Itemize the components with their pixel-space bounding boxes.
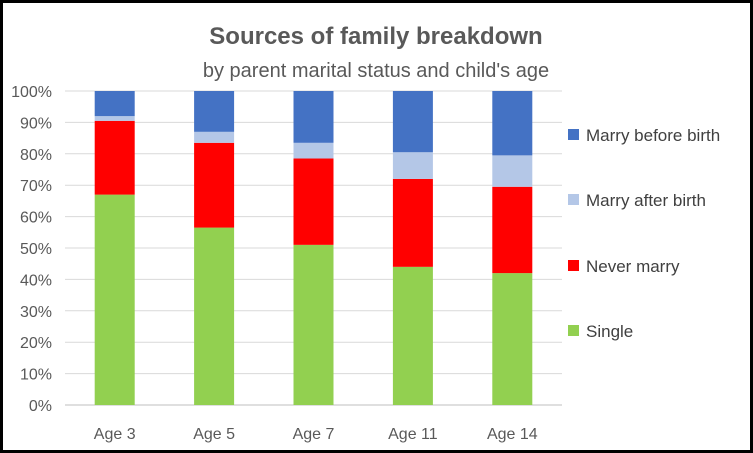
x-tick-label: Age 14	[487, 426, 538, 443]
legend-swatch	[568, 260, 579, 271]
y-tick-label: 70%	[20, 178, 52, 195]
legend-label: Single	[586, 322, 633, 341]
legend-label: Marry before birth	[586, 126, 720, 145]
y-tick-label: 20%	[20, 335, 52, 352]
bar-segment	[492, 273, 533, 405]
bar-segment	[392, 178, 433, 267]
x-axis-ticks: Age 3 Age 5 Age 7 Age 11 Age 14	[94, 426, 538, 443]
bar-segment	[194, 227, 235, 405]
bar-segment	[492, 91, 533, 156]
bar-segment	[194, 91, 235, 132]
bar-segment	[392, 266, 433, 405]
y-tick-label: 50%	[20, 241, 52, 258]
bar-segment	[293, 91, 334, 143]
bars	[94, 91, 533, 405]
bar-segment	[293, 158, 334, 245]
bar-segment	[94, 116, 135, 121]
x-tick-label: Age 3	[94, 426, 136, 443]
y-tick-label: 40%	[20, 272, 52, 289]
legend: Marry before birth Marry after birth Never…	[568, 126, 720, 341]
chart-subtitle: by parent marital status and child's age	[203, 60, 549, 82]
x-tick-label: Age 5	[193, 426, 235, 443]
y-tick-label: 30%	[20, 304, 52, 321]
legend-swatch	[568, 194, 579, 205]
bar-segment	[94, 194, 135, 405]
legend-swatch	[568, 325, 579, 336]
y-tick-label: 10%	[20, 367, 52, 384]
bar-segment	[194, 131, 235, 143]
bar-segment	[392, 152, 433, 179]
y-tick-label: 90%	[20, 115, 52, 132]
y-tick-label: 100%	[11, 84, 52, 101]
legend-label: Never marry	[586, 257, 680, 276]
y-tick-label: 80%	[20, 147, 52, 164]
legend-swatch	[568, 129, 579, 140]
y-axis-ticks: 0% 10% 20% 30% 40% 50% 60% 70% 80% 90% 100%	[11, 84, 52, 415]
bar-segment	[94, 91, 135, 117]
y-tick-label: 60%	[20, 210, 52, 227]
y-tick-label: 0%	[29, 398, 52, 415]
chart-title: Sources of family breakdown	[209, 23, 542, 50]
bar-segment	[293, 142, 334, 159]
bar-segment	[392, 91, 433, 153]
x-tick-label: Age 7	[293, 426, 335, 443]
legend-label: Marry after birth	[586, 191, 706, 210]
bar-segment	[492, 186, 533, 274]
bar-segment	[94, 120, 135, 195]
bar-segment	[492, 155, 533, 187]
x-tick-label: Age 11	[388, 426, 438, 443]
bar-segment	[194, 142, 235, 228]
bar-segment	[293, 244, 334, 405]
